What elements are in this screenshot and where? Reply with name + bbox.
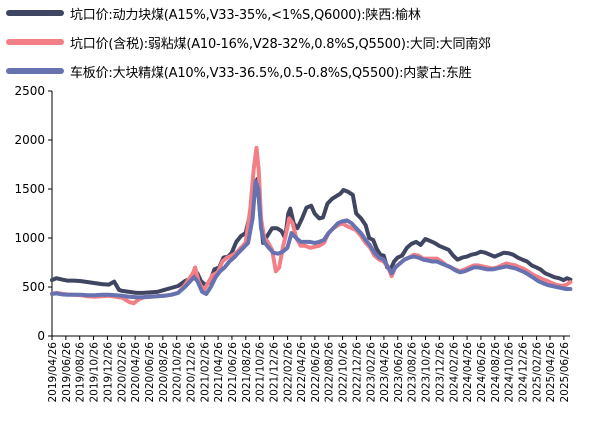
x-tick-label: 2023/04/26: [379, 342, 391, 403]
legend-item-yulin: 坑口价:动力块煤(A15%,V33-35%,<1%S,Q6000):陕西:榆林: [6, 2, 421, 24]
x-tick-label: 2024/08/26: [490, 342, 502, 403]
y-tick-label: 1500: [14, 182, 45, 196]
x-tick-label: 2020/06/26: [144, 342, 156, 403]
x-tick-label: 2023/02/26: [366, 342, 378, 403]
legend-swatch-yulin: [6, 10, 64, 16]
x-tick-label: 2021/02/26: [200, 342, 212, 403]
x-tick-label: 2023/12/26: [434, 342, 446, 403]
legend-swatch-datong: [6, 39, 64, 45]
x-tick-label: 2023/08/26: [407, 342, 419, 403]
x-tick-label: 2023/06/26: [393, 342, 405, 403]
x-tick-label: 2022/02/26: [283, 342, 295, 403]
legend-label-dongsheng: 车板价:大块精煤(A10%,V33-36.5%,0.5-0.8%S,Q5500)…: [70, 65, 472, 81]
x-tick-label: 2024/10/26: [504, 342, 516, 403]
legend-swatch-dongsheng: [6, 68, 64, 74]
y-tick-label: 0: [37, 329, 45, 343]
x-tick-label: 2021/06/26: [227, 342, 239, 403]
x-tick-label: 2021/08/26: [241, 342, 253, 403]
x-tick-label: 2022/10/26: [338, 342, 350, 403]
x-tick-label: 2022/12/26: [351, 342, 363, 403]
x-tick-label: 2024/02/26: [448, 342, 460, 403]
x-tick-label: 2025/02/26: [532, 342, 544, 403]
x-tick-label: 2020/12/26: [186, 342, 198, 403]
series-line-2: [50, 179, 573, 300]
legend-label-yulin: 坑口价:动力块煤(A15%,V33-35%,<1%S,Q6000):陕西:榆林: [70, 7, 421, 23]
x-tick-label: 2022/06/26: [310, 342, 322, 403]
x-tick-label: 2022/08/26: [324, 342, 336, 403]
x-tick-label: 2023/10/26: [420, 342, 432, 403]
x-tick-label: 2019/06/26: [61, 342, 73, 403]
series-line-1: [50, 145, 573, 306]
x-tick-label: 2025/06/26: [559, 342, 571, 403]
x-tick-label: 2022/04/26: [296, 342, 308, 403]
x-tick-label: 2021/12/26: [269, 342, 281, 403]
legend-item-dongsheng: 车板价:大块精煤(A10%,V33-36.5%,0.5-0.8%S,Q5500)…: [6, 60, 472, 82]
x-tick-label: 2019/12/26: [102, 342, 114, 403]
x-tick-label: 2019/04/26: [47, 342, 59, 403]
x-tick-label: 2021/04/26: [213, 342, 225, 403]
x-tick-label: 2020/10/26: [172, 342, 184, 403]
y-tick-label: 1000: [14, 231, 45, 245]
x-tick-label: 2020/04/26: [130, 342, 142, 403]
x-tick-label: 2020/02/26: [117, 342, 129, 403]
y-tick-label: 2000: [14, 133, 45, 147]
x-tick-label: 2019/10/26: [89, 342, 101, 403]
y-tick-label: 2500: [14, 84, 45, 98]
legend-item-datong: 坑口价(含税):弱粘煤(A10-16%,V28-32%,0.8%S,Q5500)…: [6, 31, 491, 53]
x-tick-label: 2024/04/26: [462, 342, 474, 403]
x-tick-label: 2025/04/26: [545, 342, 557, 403]
x-tick-label: 2019/08/26: [75, 342, 87, 403]
x-tick-label: 2024/12/26: [518, 342, 530, 403]
x-tick-label: 2021/10/26: [255, 342, 267, 403]
x-tick-label: 2020/08/26: [158, 342, 170, 403]
legend-label-datong: 坑口价(含税):弱粘煤(A10-16%,V28-32%,0.8%S,Q5500)…: [70, 36, 491, 52]
series-line-0: [50, 177, 573, 295]
x-tick-label: 2024/06/26: [476, 342, 488, 403]
y-tick-label: 500: [22, 280, 45, 294]
